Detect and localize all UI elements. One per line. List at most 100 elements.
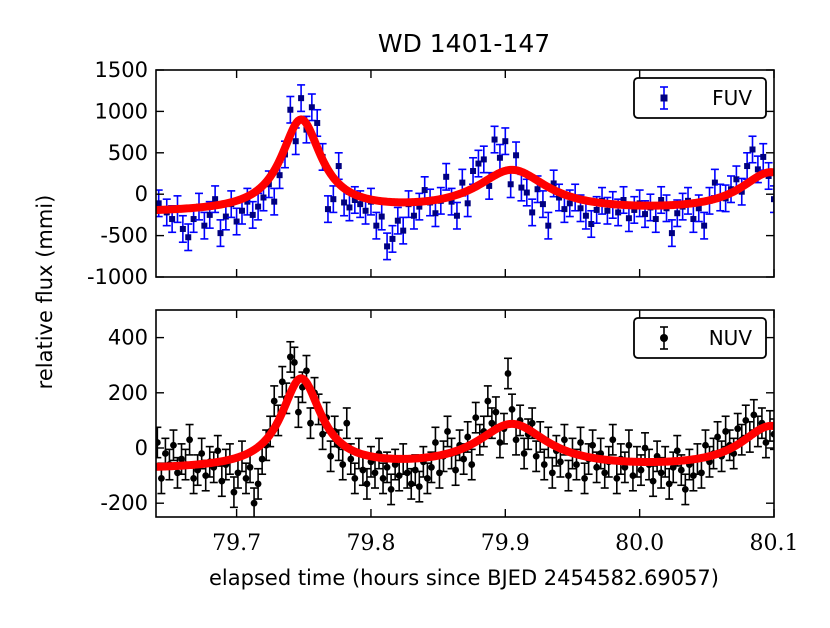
point-marker	[170, 441, 177, 449]
model-curve	[156, 115, 774, 215]
point-marker	[701, 222, 708, 229]
point-marker	[507, 181, 514, 188]
data-point	[596, 437, 605, 470]
data-point	[217, 465, 226, 498]
point-marker	[307, 419, 314, 427]
y-tick-label: 400	[108, 326, 148, 350]
y-tick-label: -200	[100, 491, 148, 515]
data-point	[169, 429, 178, 462]
point-marker	[486, 182, 493, 189]
point-marker	[762, 439, 770, 446]
point-marker	[604, 207, 611, 214]
point-marker	[677, 466, 685, 474]
point-marker	[649, 477, 657, 485]
fuv-panel: 1500 1000 500 0 -500 -1000 FUV	[87, 58, 775, 289]
point-marker	[714, 433, 721, 441]
point-marker	[423, 474, 431, 482]
y-tick-label: 0	[135, 436, 148, 460]
data-point	[467, 448, 476, 481]
point-marker	[722, 428, 730, 435]
data-point	[294, 396, 303, 429]
point-marker	[389, 235, 396, 242]
data-point	[286, 340, 295, 373]
point-marker	[416, 203, 423, 210]
point-marker	[577, 205, 584, 212]
x-tick-label: 79.7	[212, 531, 261, 556]
point-marker	[238, 207, 245, 214]
y-tick-label: -500	[100, 224, 148, 248]
data-point	[721, 415, 730, 448]
y-tick-label: 200	[108, 381, 148, 405]
data-point	[474, 149, 483, 178]
point-marker	[488, 419, 496, 427]
point-marker	[508, 405, 516, 413]
point-marker	[178, 455, 185, 463]
y-tick-label: -1000	[87, 265, 148, 289]
point-marker	[308, 104, 315, 111]
chart-title: WD 1401-147	[378, 29, 550, 58]
legend-marker	[660, 334, 668, 342]
data-point	[184, 223, 193, 252]
point-marker	[665, 480, 673, 488]
data-point	[372, 211, 381, 240]
data-point	[564, 459, 573, 492]
data-point	[342, 407, 351, 440]
data-point	[490, 125, 499, 154]
point-marker	[529, 209, 536, 216]
point-marker	[242, 474, 250, 482]
data-point	[185, 423, 194, 456]
point-marker	[292, 138, 299, 145]
data-point	[358, 454, 367, 487]
data-point	[399, 216, 408, 245]
data-point	[710, 168, 719, 197]
point-marker	[384, 243, 391, 250]
point-marker	[484, 397, 492, 405]
y-tick-label: 1000	[95, 99, 148, 123]
point-marker	[629, 472, 637, 479]
point-marker	[254, 480, 262, 488]
point-marker	[734, 425, 742, 433]
point-marker	[444, 428, 451, 435]
data-point	[393, 206, 402, 235]
data-point	[254, 467, 263, 500]
point-marker	[470, 168, 477, 175]
data-point	[350, 462, 359, 495]
point-marker	[156, 200, 162, 207]
data-point	[608, 423, 617, 456]
point-marker	[641, 444, 649, 452]
data-point	[612, 462, 621, 495]
data-point	[483, 385, 492, 418]
legend-marker	[660, 94, 668, 102]
data-point	[242, 462, 251, 495]
data-point	[532, 440, 541, 473]
point-marker	[335, 163, 342, 170]
point-marker	[403, 469, 411, 477]
point-marker	[695, 205, 702, 212]
point-marker	[303, 367, 310, 375]
point-marker	[359, 466, 367, 474]
point-marker	[230, 488, 238, 496]
point-marker	[286, 353, 294, 361]
legend-box	[633, 77, 767, 119]
data-point	[770, 185, 774, 214]
data-point	[667, 219, 676, 248]
point-marker	[750, 411, 758, 419]
data-point	[452, 201, 461, 230]
point-marker	[652, 216, 659, 223]
point-marker	[407, 480, 415, 488]
point-marker	[410, 212, 417, 219]
data-point	[749, 398, 758, 431]
point-marker	[760, 153, 767, 160]
data-point	[297, 84, 306, 113]
point-marker	[276, 172, 283, 179]
point-marker	[749, 146, 756, 153]
point-marker	[233, 218, 240, 225]
point-marker	[212, 196, 219, 203]
y-tick-label: 0	[135, 182, 148, 206]
data-point	[759, 142, 768, 171]
point-marker	[346, 204, 353, 211]
data-point	[323, 195, 332, 224]
point-marker	[290, 359, 298, 366]
point-marker	[681, 486, 689, 493]
point-marker	[319, 430, 326, 438]
